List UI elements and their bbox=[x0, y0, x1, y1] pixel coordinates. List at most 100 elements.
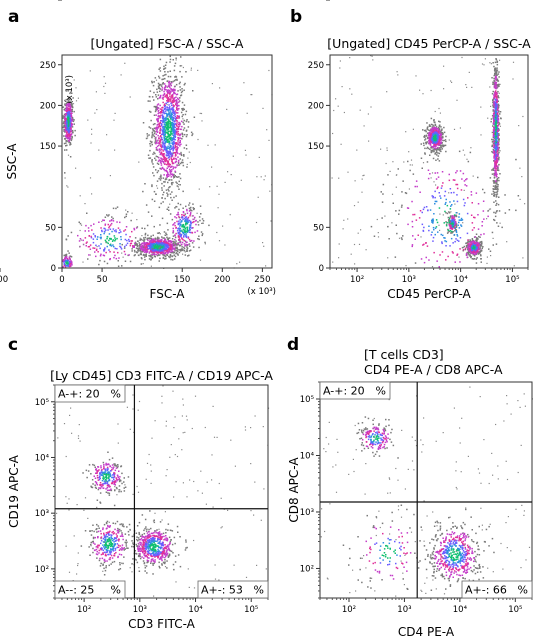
data-point bbox=[64, 121, 67, 123]
data-point bbox=[144, 258, 146, 261]
data-point bbox=[71, 124, 73, 127]
data-point bbox=[433, 119, 435, 122]
data-point bbox=[142, 246, 144, 249]
data-point bbox=[67, 186, 69, 188]
data-point bbox=[187, 126, 190, 128]
data-point bbox=[493, 180, 495, 182]
data-point bbox=[177, 243, 180, 246]
data-point bbox=[188, 229, 190, 232]
data-point bbox=[129, 242, 132, 245]
data-point bbox=[495, 73, 497, 75]
data-point bbox=[181, 246, 183, 248]
data-point bbox=[469, 240, 471, 243]
data-point bbox=[173, 65, 176, 67]
data-point bbox=[453, 216, 456, 218]
data-point bbox=[474, 255, 476, 257]
data-point bbox=[63, 135, 65, 137]
data-point bbox=[169, 61, 171, 63]
data-point bbox=[148, 254, 150, 257]
data-point bbox=[69, 126, 71, 128]
data-point bbox=[468, 243, 470, 246]
data-point bbox=[183, 133, 186, 136]
data-point bbox=[496, 155, 498, 157]
data-point bbox=[471, 244, 473, 246]
data-point bbox=[65, 107, 68, 109]
data-point bbox=[182, 107, 184, 110]
data-point bbox=[166, 195, 169, 197]
data-point bbox=[175, 181, 177, 183]
data-point bbox=[169, 70, 171, 72]
data-point bbox=[177, 90, 179, 92]
data-point bbox=[476, 239, 478, 241]
data-point bbox=[496, 134, 499, 137]
data-point bbox=[113, 235, 116, 237]
data-point bbox=[167, 154, 169, 157]
data-point bbox=[100, 236, 102, 239]
data-point bbox=[160, 124, 163, 127]
data-point bbox=[496, 181, 498, 183]
data-point bbox=[163, 117, 165, 120]
data-point bbox=[153, 127, 156, 129]
data-point bbox=[136, 247, 139, 250]
data-point bbox=[189, 249, 192, 251]
data-point bbox=[178, 251, 181, 254]
data-point bbox=[201, 120, 203, 122]
data-point bbox=[174, 112, 176, 114]
data-point bbox=[164, 137, 166, 140]
data-point bbox=[186, 212, 189, 214]
data-point bbox=[170, 88, 172, 90]
data-point bbox=[69, 91, 72, 93]
data-point bbox=[209, 186, 211, 188]
data-point bbox=[176, 120, 178, 122]
data-point bbox=[174, 157, 177, 160]
data-point bbox=[146, 137, 149, 139]
data-point bbox=[165, 163, 168, 166]
data-point bbox=[495, 83, 497, 86]
data-point bbox=[150, 235, 152, 237]
data-point bbox=[174, 99, 177, 102]
data-point bbox=[164, 77, 166, 80]
data-point bbox=[150, 119, 152, 122]
data-point bbox=[426, 128, 429, 130]
data-point bbox=[177, 248, 179, 251]
data-point bbox=[128, 254, 130, 256]
data-point bbox=[66, 137, 69, 140]
data-point bbox=[92, 247, 94, 249]
data-point bbox=[494, 145, 496, 148]
data-point bbox=[171, 142, 174, 144]
data-point bbox=[489, 177, 492, 179]
data-point bbox=[494, 158, 497, 161]
data-point bbox=[165, 249, 167, 252]
data-point bbox=[163, 93, 165, 96]
data-point bbox=[162, 96, 164, 98]
data-point bbox=[426, 132, 429, 134]
data-point bbox=[428, 125, 431, 127]
data-point bbox=[157, 119, 159, 121]
data-point bbox=[125, 233, 127, 236]
data-point bbox=[166, 127, 169, 129]
data-point bbox=[184, 226, 186, 229]
data-point bbox=[197, 224, 200, 226]
data-point bbox=[156, 106, 158, 108]
data-point bbox=[158, 144, 160, 147]
data-point bbox=[432, 142, 434, 144]
data-point bbox=[134, 242, 136, 244]
data-point bbox=[182, 249, 184, 251]
data-point bbox=[150, 250, 153, 252]
data-point bbox=[495, 71, 498, 73]
data-point bbox=[493, 144, 495, 146]
data-point bbox=[143, 240, 145, 242]
data-point bbox=[174, 134, 176, 136]
data-point bbox=[170, 97, 172, 99]
data-point bbox=[179, 153, 181, 155]
data-point bbox=[153, 190, 156, 193]
data-point bbox=[153, 247, 155, 249]
data-point bbox=[183, 239, 185, 242]
y-tick-label: 100 bbox=[40, 0, 56, 3]
data-point bbox=[117, 227, 120, 229]
data-point bbox=[95, 244, 97, 247]
data-point bbox=[169, 106, 171, 108]
data-point bbox=[438, 131, 441, 133]
data-point bbox=[152, 123, 155, 126]
data-point bbox=[146, 251, 148, 253]
